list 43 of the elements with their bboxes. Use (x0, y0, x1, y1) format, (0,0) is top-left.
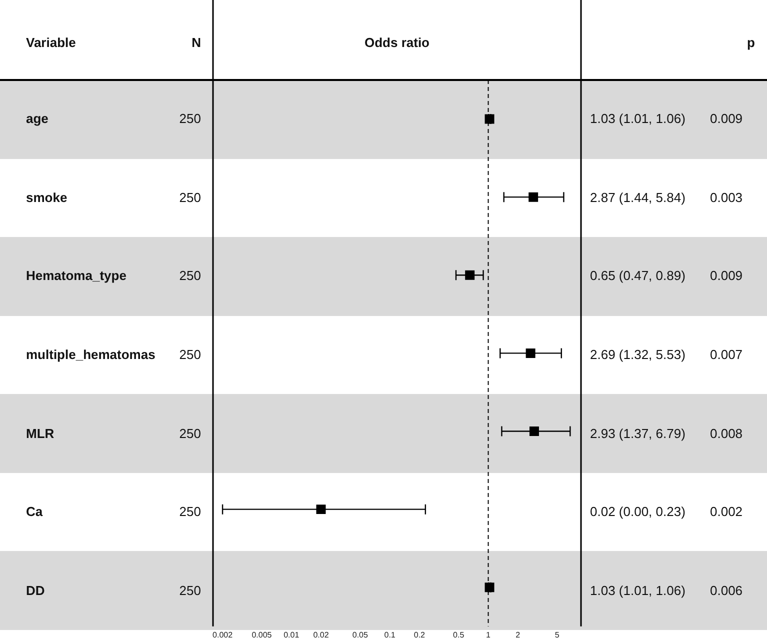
x-tick-label: 0.2 (414, 630, 426, 640)
x-tick-label: 1 (486, 630, 492, 640)
text: 250 (179, 347, 201, 363)
y-tick-label: Ca (26, 504, 43, 520)
y-tick-label: age (26, 111, 48, 128)
text: 0.009 (710, 111, 743, 128)
x-tick-label: 0.01 (284, 630, 300, 640)
data-label: 0.65 (0.47, 0.89) (590, 268, 686, 284)
text: 250 (179, 111, 201, 128)
y-axis-title: Variable (26, 35, 76, 51)
data-label: 2.87 (1.44, 5.84) (590, 190, 686, 206)
y-tick-label: MLR (26, 426, 54, 442)
data-label: 1.03 (1.01, 1.06) (590, 582, 686, 599)
text: 0.003 (710, 190, 743, 206)
data-label: 2.69 (1.32, 5.53) (590, 347, 686, 363)
x-tick-label: 2 (516, 630, 521, 640)
y-tick-label: multiple_hematomas (26, 347, 156, 363)
text: N (192, 35, 201, 51)
x-tick-label: 5 (554, 630, 560, 640)
text: 250 (179, 190, 201, 206)
y-tick-label: smoke (26, 190, 68, 206)
text: 250 (179, 582, 201, 599)
y-tick-label: Hematoma_type (26, 268, 126, 284)
text: 250 (179, 504, 201, 520)
x-tick-label: 0.5 (453, 630, 465, 640)
text: 0.007 (710, 347, 743, 363)
text: 0.008 (710, 426, 743, 442)
text: 250 (179, 268, 201, 284)
x-tick-label: 0.02 (313, 630, 330, 640)
y-tick-label: DD (26, 582, 45, 599)
x-tick-label: 0.05 (352, 630, 368, 640)
x-tick-label: 0.1 (384, 630, 396, 640)
text: 0.009 (710, 268, 743, 284)
x-axis-title: Odds ratio (363, 35, 430, 51)
data-label: 2.93 (1.37, 6.79) (590, 426, 686, 442)
x-tick-label: 0.002 (212, 630, 234, 640)
text: 0.006 (710, 582, 743, 599)
text: 0.002 (710, 504, 743, 520)
data-label: 0.02 (0.00, 0.23) (590, 504, 686, 520)
x-tick-label: 0.005 (252, 630, 272, 640)
data-label: 1.03 (1.01, 1.06) (590, 111, 686, 128)
text: 250 (179, 426, 201, 442)
text: p (747, 35, 755, 51)
